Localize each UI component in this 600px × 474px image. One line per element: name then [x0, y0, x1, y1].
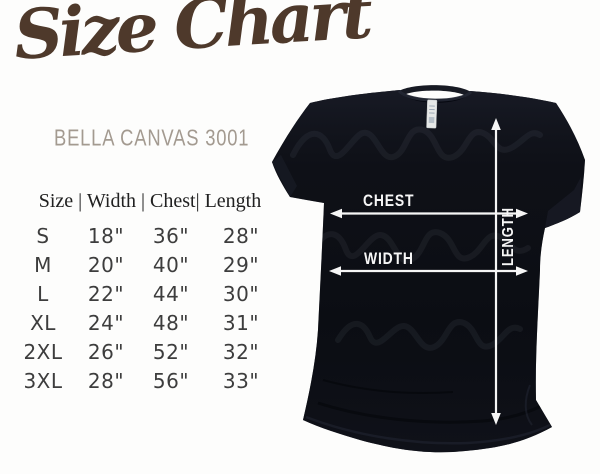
chest-measure: CHEST: [330, 192, 528, 219]
length-measure: LENGTH: [491, 118, 517, 425]
shirt-shading: [272, 90, 585, 453]
table-row: 3XL 28" 56" 33": [10, 366, 290, 395]
cell-length: 32": [222, 339, 260, 364]
length-arrowhead-top: [491, 118, 501, 130]
tshirt-diagram: CHEST WIDTH LENGTH: [272, 85, 585, 453]
care-label: [426, 99, 438, 129]
width-arrowhead-right: [516, 266, 528, 276]
cell-length: 33": [222, 368, 260, 393]
cell-chest: 56": [152, 368, 190, 393]
right-cuff: [545, 177, 581, 228]
cell-chest: 36": [152, 223, 190, 248]
length-label: LENGTH: [500, 207, 517, 266]
hem-wrinkles: [305, 379, 551, 445]
width-arrowhead-left: [329, 266, 341, 276]
cell-chest: 48": [152, 310, 190, 335]
length-arrowhead-bottom: [491, 413, 501, 425]
cell-length: 28": [222, 223, 260, 248]
chest-arrowhead-left: [330, 208, 342, 219]
left-cuff: [272, 155, 297, 197]
cell-width: 24": [87, 310, 125, 335]
cell-size: 2XL: [23, 339, 63, 364]
page-title: Size Chart: [11, 0, 372, 76]
table-row: 2XL 26" 52" 32": [10, 337, 290, 366]
cell-width: 22": [87, 281, 125, 306]
size-table: Size | Width | Chest| Length S 18" 36" 2…: [10, 189, 290, 395]
width-label: WIDTH: [364, 250, 414, 269]
cell-size: L: [37, 281, 49, 306]
cell-chest: 52": [152, 339, 190, 364]
cell-length: 31": [222, 310, 260, 335]
table-row: XL 24" 48" 31": [10, 308, 290, 337]
cell-size: XL: [30, 310, 56, 335]
cell-chest: 40": [152, 252, 190, 277]
cell-width: 28": [87, 368, 125, 393]
cell-size: 3XL: [23, 368, 63, 393]
subtitle: BELLA CANVAS 3001: [54, 124, 250, 151]
cell-length: 30": [222, 281, 260, 306]
table-row: L 22" 44" 30": [10, 279, 290, 308]
size-table-rows: S 18" 36" 28" M 20" 40" 29" L 22" 44" 30…: [10, 221, 290, 395]
shirt-silhouette: [272, 85, 585, 453]
cell-width: 18": [87, 223, 125, 248]
cell-length: 29": [222, 252, 260, 277]
cell-size: S: [36, 223, 50, 248]
size-table-header: Size | Width | Chest| Length: [38, 190, 262, 212]
cell-width: 26": [87, 339, 125, 364]
chest-arrowhead-right: [516, 208, 528, 219]
table-row: M 20" 40" 29": [10, 250, 290, 279]
cell-width: 20": [87, 252, 125, 277]
table-row: S 18" 36" 28": [10, 221, 290, 250]
cell-chest: 44": [152, 281, 190, 306]
chest-label: CHEST: [363, 192, 414, 211]
cell-size: M: [34, 252, 52, 277]
width-measure: WIDTH: [329, 250, 528, 276]
